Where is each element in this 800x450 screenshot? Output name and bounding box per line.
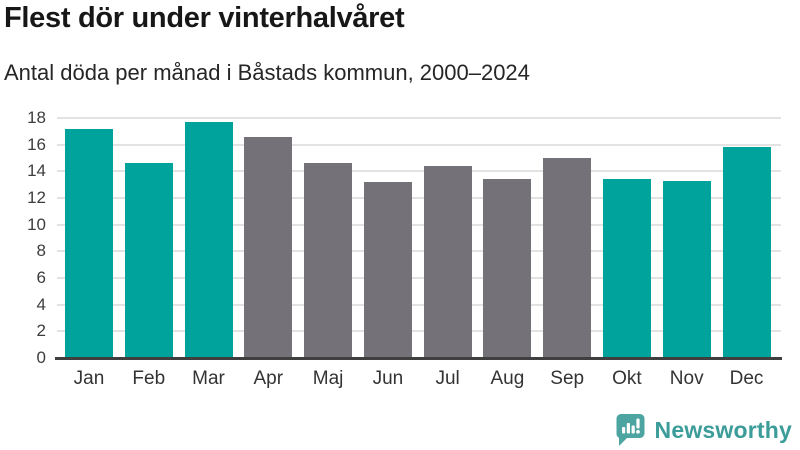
x-axis-tick-label: Apr (253, 368, 284, 389)
y-axis-tick-label: 4 (36, 294, 46, 314)
gridline (57, 277, 781, 279)
bar-mar (184, 122, 233, 358)
chart-title: Flest dör under vinterhalvåret (4, 2, 405, 34)
gridline (57, 170, 781, 173)
x-axis-tick-label: Dec (729, 368, 764, 389)
y-axis-tick-label: 18 (27, 108, 46, 127)
gridline (57, 250, 781, 253)
y-axis-tick-label: 8 (36, 241, 46, 261)
newsworthy-logo-text: Newsworthy (654, 416, 792, 443)
gridline (57, 117, 781, 119)
chart-subtitle: Antal döda per månad i Båstads kommun, 2… (4, 60, 530, 85)
x-axis-tick-label: Okt (612, 368, 642, 389)
gridline (57, 330, 781, 333)
x-axis-tick-label: Jan (73, 368, 105, 389)
x-axis-tick-label: Jun (372, 368, 404, 389)
y-axis-tick-label: 0 (36, 348, 46, 367)
x-axis-tick-label: Feb (132, 368, 166, 389)
x-axis-tick-label: Sep (550, 368, 585, 389)
gridline (57, 223, 781, 226)
x-axis-tick-label: Jul (435, 368, 460, 389)
gridline (57, 303, 781, 306)
y-axis-tick-label: 14 (27, 161, 46, 181)
newsworthy-logo: Newsworthy (613, 412, 792, 448)
x-axis-tick-label: Aug (490, 368, 525, 389)
x-axis-tick-label: Mar (192, 368, 225, 389)
bar-jul (423, 166, 472, 358)
bar-maj (304, 163, 353, 358)
y-axis-tick-label: 16 (27, 134, 46, 154)
bar-jan (65, 128, 113, 358)
x-axis-tick-label: Maj (312, 368, 344, 389)
y-axis-tick-label: 2 (36, 321, 46, 341)
gridline (57, 197, 781, 199)
y-axis-tick-label: 12 (27, 188, 46, 207)
bar-chart-speech-bubble-icon (616, 414, 645, 446)
bar-aug (483, 179, 532, 358)
bar-nov (662, 180, 711, 358)
gridline (57, 143, 781, 146)
bar-feb (124, 163, 173, 358)
bar-okt (602, 179, 651, 358)
bar-jun (363, 182, 412, 358)
bar-dec (722, 147, 771, 358)
bar-apr (244, 136, 293, 358)
x-axis-line (55, 356, 782, 360)
y-axis-tick-label: 10 (27, 214, 46, 234)
bar-sep (543, 158, 592, 358)
x-axis-tick-label: Nov (669, 368, 704, 389)
y-axis-tick-label: 6 (36, 268, 46, 287)
